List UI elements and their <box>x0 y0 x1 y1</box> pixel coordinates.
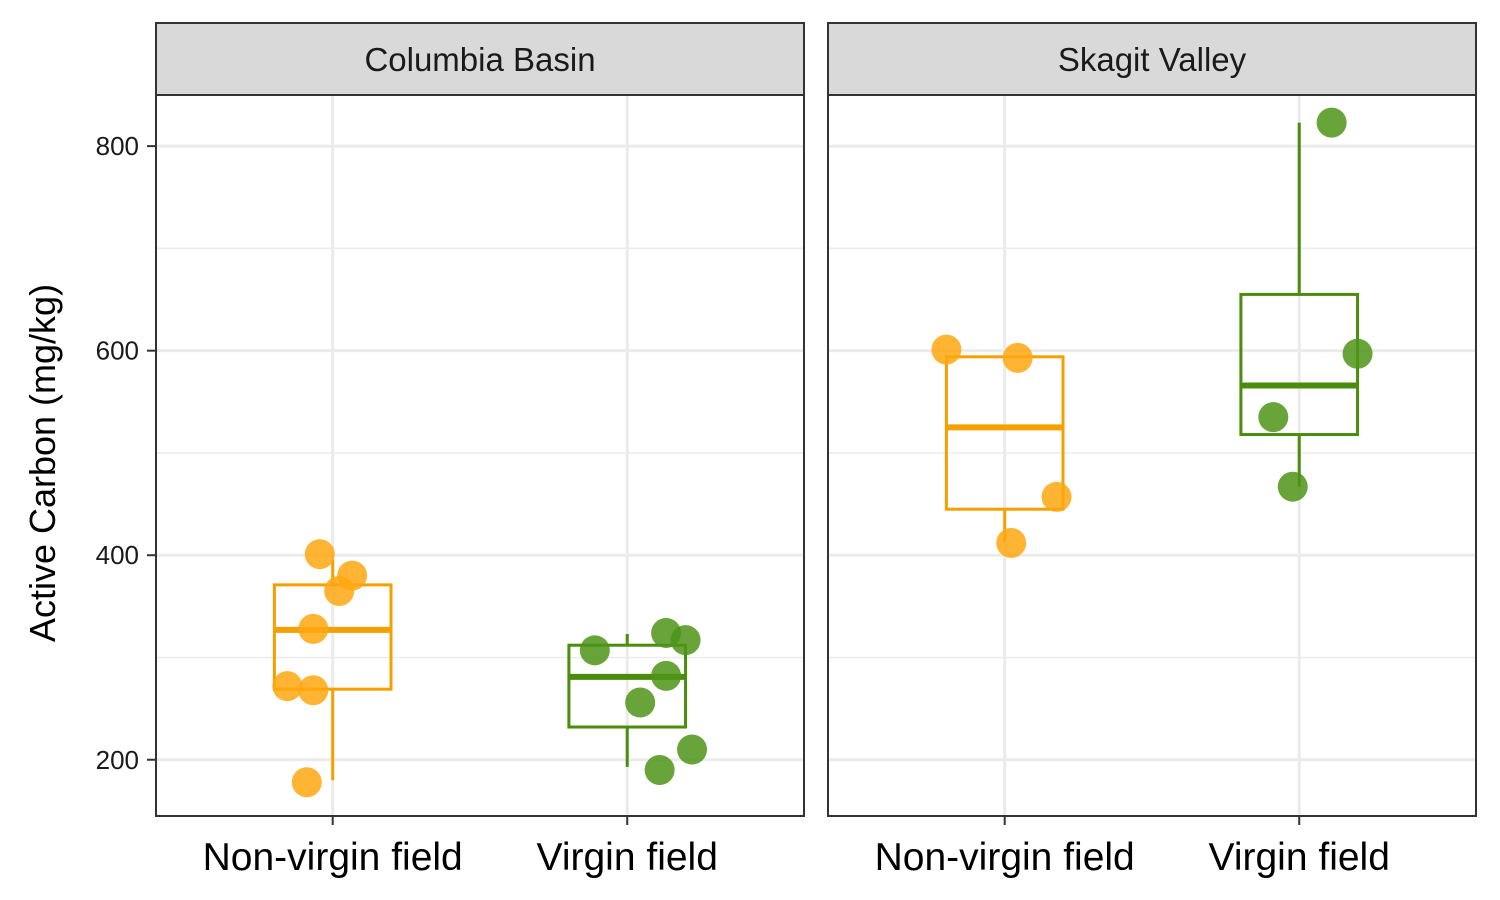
data-point <box>304 539 335 570</box>
data-point <box>1041 481 1072 512</box>
y-axis: 200 400 600 800 <box>96 131 156 775</box>
y-tick-label: 600 <box>96 336 139 366</box>
data-point <box>291 767 322 798</box>
data-point <box>1277 471 1308 502</box>
data-point <box>272 671 303 702</box>
data-point <box>677 734 708 765</box>
data-point <box>644 754 675 785</box>
box-group-non-virgin-field <box>931 334 1072 558</box>
x-tick-label: Virgin field <box>1209 836 1390 879</box>
panel-border <box>155 94 805 817</box>
facet-strip-label: Skagit Valley <box>1058 41 1247 78</box>
data-point <box>324 576 355 607</box>
panel-skagit-valley: Skagit Valley <box>827 22 1477 817</box>
facet-strip-label: Columbia Basin <box>364 41 595 78</box>
data-point <box>298 613 329 644</box>
data-point <box>996 527 1027 558</box>
box-group-virgin-field <box>567 617 708 785</box>
y-axis-title: Active Carbon (mg/kg) <box>22 284 63 642</box>
facet-strip <box>827 22 1477 96</box>
data-point <box>1342 338 1373 369</box>
y-tick-label: 400 <box>96 540 139 570</box>
data-point <box>670 625 701 656</box>
data-point <box>1002 342 1033 373</box>
box-group-virgin-field <box>1239 107 1373 502</box>
data-point <box>1316 107 1347 138</box>
box-group-non-virgin-field <box>272 539 393 798</box>
data-point <box>625 687 656 718</box>
x-axis: Non-virgin field Virgin field Non-virgin f… <box>203 816 1390 879</box>
box <box>567 643 688 729</box>
data-point <box>931 334 962 365</box>
x-tick-label: Virgin field <box>537 836 718 879</box>
facet-strip <box>155 22 805 96</box>
x-tick-label: Non-virgin field <box>203 836 463 879</box>
grid-layer <box>156 95 1476 816</box>
panel-columbia-basin: Columbia Basin <box>155 22 805 817</box>
data-point <box>298 675 329 706</box>
data-point <box>579 635 610 666</box>
panel-border <box>827 94 1477 817</box>
data-point <box>1258 402 1289 433</box>
x-tick-label: Non-virgin field <box>875 836 1135 879</box>
data-point <box>651 660 682 691</box>
y-tick-label: 200 <box>96 745 139 775</box>
y-tick-label: 800 <box>96 131 139 161</box>
panel-layer: Columbia Basin Skagit Valley <box>155 22 1477 817</box>
